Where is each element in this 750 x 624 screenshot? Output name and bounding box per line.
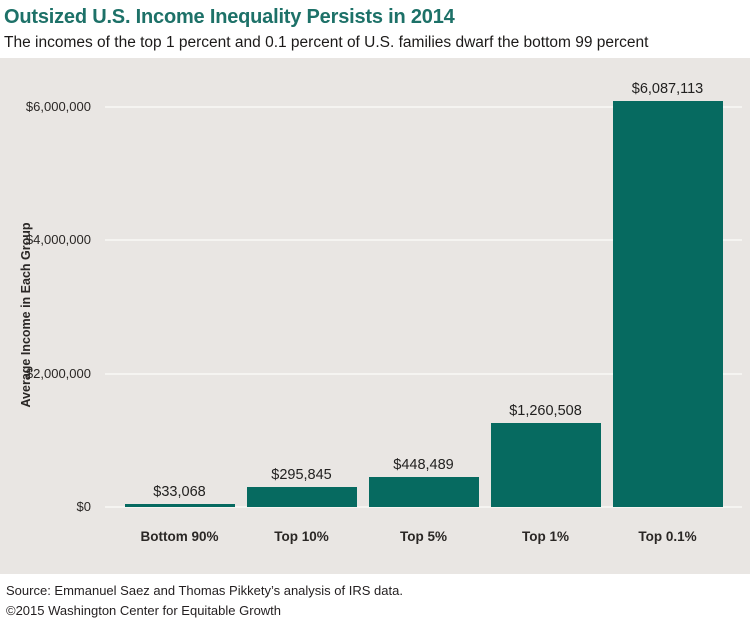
bar-value-label: $6,087,113 — [631, 81, 704, 98]
bar — [124, 504, 235, 507]
bar-group: $6,087,113 — [612, 81, 723, 507]
y-tick-label: $6,000,000 — [25, 99, 91, 114]
bar-value-label: $295,845 — [271, 467, 332, 484]
x-category-label: Top 1% — [522, 529, 569, 544]
chart-panel: Average Income in Each Group $0 $2,000,00… — [0, 58, 750, 574]
x-axis-line — [105, 506, 742, 508]
y-tick-label: $2,000,000 — [25, 365, 91, 381]
bar-value-label: $33,068 — [153, 484, 206, 500]
chart-footer: Source: Emmanuel Saez and Thomas Pikkety… — [0, 574, 750, 624]
bar-value-label: $448,489 — [393, 457, 454, 474]
bar-group: $295,845 — [246, 467, 357, 507]
chart-subtitle: The incomes of the top 1 percent and 0.1… — [4, 34, 649, 51]
bar — [246, 487, 357, 507]
chart-title: Outsized U.S. Income Inequality Persists… — [4, 6, 455, 28]
x-category-label: Top 0.1% — [638, 529, 697, 544]
x-category-label: Top 10% — [274, 529, 329, 544]
x-axis-labels: Bottom 90% Top 10% Top 5% Top 1% Top 0.1% — [105, 528, 742, 546]
gridline — [105, 372, 742, 375]
x-category-label: Bottom 90% — [140, 529, 219, 544]
bar-value-label: $1,260,508 — [509, 403, 582, 419]
chart-header: Outsized U.S. Income Inequality Persists… — [0, 0, 750, 58]
x-category-label: Top 5% — [400, 529, 447, 544]
bar — [368, 477, 479, 507]
bar-group: $33,068 — [124, 484, 235, 507]
bar — [490, 423, 601, 507]
source-note: Source: Emmanuel Saez and Thomas Pikkety… — [6, 583, 403, 598]
y-tick-label: $4,000,000 — [25, 232, 91, 248]
gridline — [105, 106, 742, 108]
bars-row: $33,068 $295,845 $448,489 $1,260,508 $6,087,… — [105, 58, 742, 507]
y-tick-label: $0 — [76, 499, 91, 514]
bar — [612, 101, 723, 507]
bar-group: $448,489 — [368, 457, 479, 507]
plot-area — [105, 58, 742, 508]
gridline — [105, 239, 742, 242]
copyright-note: ©2015 Washington Center for Equitable Gr… — [6, 603, 282, 618]
bar-group: $1,260,508 — [490, 403, 601, 507]
